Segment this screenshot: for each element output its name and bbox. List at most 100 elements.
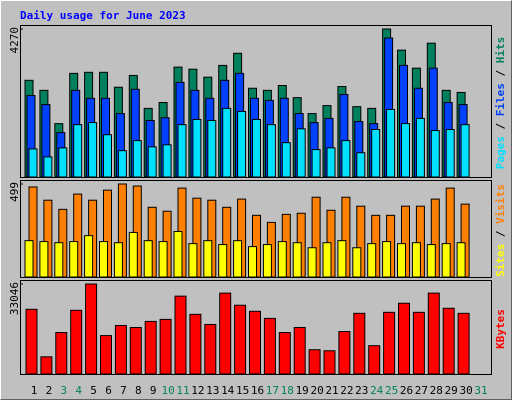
bar	[203, 240, 213, 278]
bar	[159, 318, 172, 375]
bar	[88, 122, 98, 178]
bar	[277, 241, 287, 278]
bar	[218, 244, 228, 278]
bar	[293, 326, 306, 375]
bar	[162, 144, 172, 178]
bar	[427, 292, 440, 375]
bar	[73, 124, 83, 178]
bar	[128, 231, 138, 278]
y-tick-label: 4270	[8, 27, 21, 54]
x-tick-label: 21	[325, 384, 338, 397]
bar	[132, 140, 142, 178]
x-tick-label: 13	[206, 384, 219, 397]
bar	[367, 243, 377, 278]
bar	[237, 110, 247, 178]
x-tick-label: 27	[415, 384, 428, 397]
x-tick-label: 10	[161, 384, 174, 397]
bar	[189, 313, 202, 375]
bar	[219, 292, 232, 375]
legend-separator: /	[494, 224, 507, 244]
bar	[207, 120, 217, 178]
x-tick-label: 12	[191, 384, 204, 397]
bar	[356, 152, 366, 178]
bar	[143, 240, 153, 278]
bar	[412, 311, 425, 375]
chart-title: Daily usage for June 2023	[20, 9, 186, 22]
bar	[445, 129, 455, 178]
bar	[114, 324, 127, 375]
bar	[24, 240, 34, 278]
legend-entry: Files	[494, 83, 507, 116]
bar	[113, 242, 123, 278]
x-tick-label: 2	[46, 384, 53, 397]
bar	[100, 335, 112, 375]
y-tick-label: 499	[8, 182, 21, 202]
bar	[292, 242, 302, 278]
bar	[341, 140, 351, 178]
bar	[442, 307, 455, 375]
bar	[411, 242, 421, 278]
bar	[40, 356, 53, 375]
bar	[177, 124, 187, 178]
legend-entry: Visits	[494, 184, 507, 224]
bar	[129, 326, 142, 375]
bar	[204, 323, 217, 375]
bar	[266, 124, 276, 178]
bar	[117, 150, 127, 178]
bar	[234, 304, 247, 375]
legend: KBytes	[494, 309, 507, 349]
x-tick-label: 8	[135, 384, 142, 397]
x-tick-label: 3	[60, 384, 67, 397]
legend-entry: KBytes	[494, 309, 507, 349]
bar	[54, 242, 64, 278]
bar	[371, 129, 381, 178]
bar	[426, 244, 436, 278]
bar	[58, 147, 68, 178]
bar	[307, 247, 317, 278]
bar	[278, 332, 291, 375]
bar	[368, 345, 381, 375]
x-tick-label: 26	[400, 384, 413, 397]
x-tick-label: 11	[176, 384, 189, 397]
legend-separator: /	[494, 116, 507, 136]
bar	[144, 320, 157, 375]
bar	[248, 246, 257, 278]
bar	[69, 241, 79, 278]
x-tick-label: 20	[310, 384, 323, 397]
bar	[43, 156, 53, 178]
bar	[103, 134, 112, 178]
bar	[158, 241, 168, 278]
x-tick-label: 14	[221, 384, 235, 397]
bar	[326, 147, 336, 178]
bar	[386, 108, 396, 178]
bar	[25, 308, 38, 375]
x-tick-label: 31	[474, 384, 487, 397]
bar	[28, 148, 38, 178]
bar	[308, 349, 321, 375]
bar	[401, 123, 410, 178]
bar	[188, 243, 198, 278]
x-tick-label: 24	[370, 384, 384, 397]
bar	[337, 240, 347, 278]
bar	[430, 130, 440, 178]
bar	[311, 149, 321, 178]
x-tick-label: 29	[445, 384, 458, 397]
legend: Pages / Files / Hits	[494, 37, 507, 170]
bar	[415, 117, 425, 178]
bar	[322, 242, 332, 278]
x-tick-label: 9	[150, 384, 157, 397]
bar	[147, 146, 157, 178]
bar	[397, 243, 406, 278]
bar	[338, 331, 351, 375]
bar	[398, 302, 410, 375]
bar	[249, 310, 261, 375]
bar	[173, 231, 183, 278]
bar	[99, 241, 108, 278]
bar	[233, 240, 243, 278]
bar	[222, 107, 232, 178]
x-tick-label: 17	[266, 384, 279, 397]
bar	[457, 312, 470, 375]
x-tick-label: 19	[296, 384, 309, 397]
